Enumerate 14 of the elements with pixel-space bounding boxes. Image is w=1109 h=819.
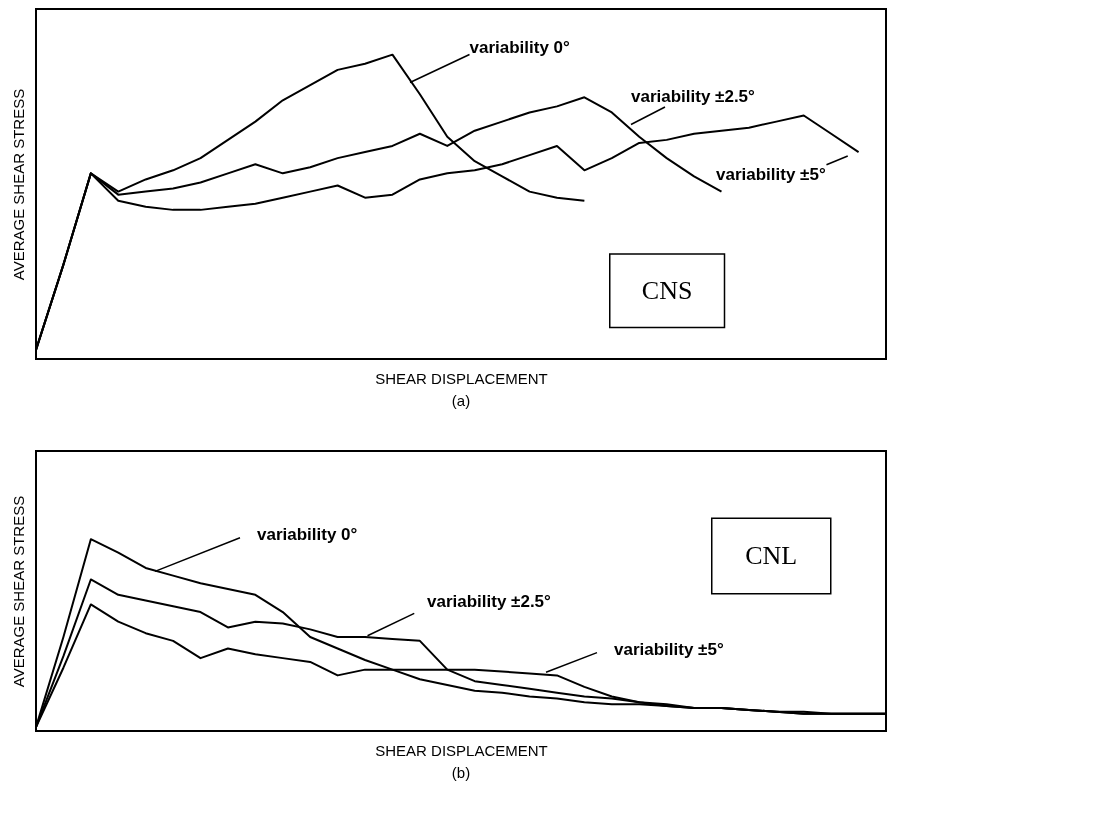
annotation: CNL xyxy=(745,541,798,570)
series-label: variability ±2.5° xyxy=(631,86,756,106)
text: variability 0° xyxy=(257,525,358,544)
annotation: CNS xyxy=(641,275,693,305)
text: (b) xyxy=(451,764,471,781)
legend-label: variability ±5° xyxy=(716,165,826,185)
text: (a) xyxy=(451,392,471,409)
x-axis-title: SHEAR DISPLACEMENT xyxy=(375,369,548,387)
y-axis-title: AVERAGE SHEAR STRESS xyxy=(9,88,27,281)
y-axis-title: AVERAGE SHEAR STRESS xyxy=(9,495,27,688)
series-label: variability ±2.5° xyxy=(427,592,552,612)
text: variability 0° xyxy=(469,37,571,57)
x-axis-title: SHEAR DISPLACEMENT xyxy=(375,741,548,759)
text: variability ±5° xyxy=(614,639,724,659)
